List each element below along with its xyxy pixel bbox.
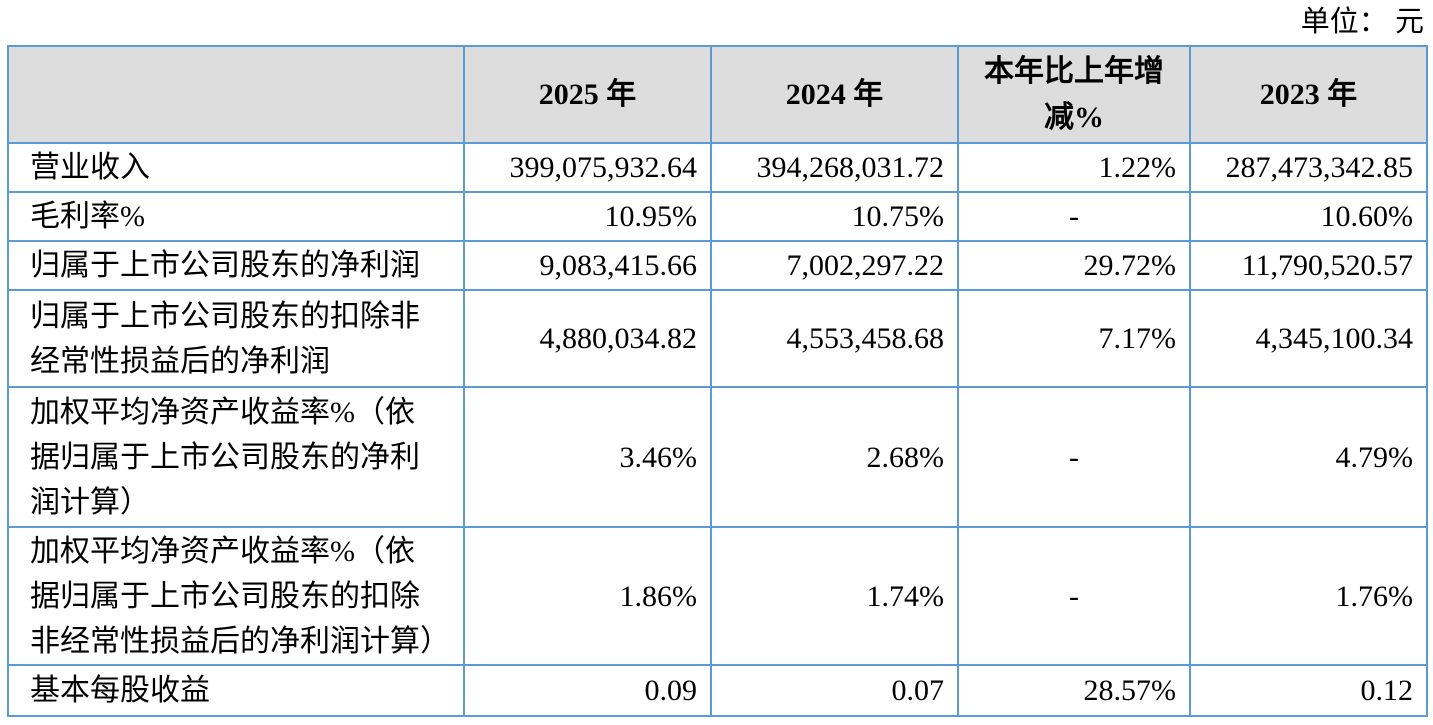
cell-value: 28.57% (957, 664, 1191, 717)
cell-value: 1.76% (1189, 526, 1428, 666)
cell-value: 4,880,034.82 (463, 289, 712, 388)
table-header-row: 2025 年 2024 年 本年比上年增减% 2023 年 (7, 45, 1428, 144)
cell-value: 0.07 (710, 664, 959, 717)
row-label: 归属于上市公司股东的扣除非经常性损益后的净利润 (7, 289, 465, 388)
financial-summary-table: 2025 年 2024 年 本年比上年增减% 2023 年 营业收入 399,07… (7, 45, 1428, 717)
table-row: 归属于上市公司股东的净利润 9,083,415.66 7,002,297.22 29.… (7, 240, 1428, 291)
cell-value: 394,268,031.72 (710, 142, 959, 193)
table-row: 基本每股收益 0.09 0.07 28.57% 0.12 (7, 664, 1428, 717)
cell-value: 7.17% (957, 289, 1191, 388)
column-header-indicator (7, 45, 465, 144)
cell-value: 7,002,297.22 (710, 240, 959, 291)
cell-value: 4,345,100.34 (1189, 289, 1428, 388)
cell-value: 399,075,932.64 (463, 142, 712, 193)
column-header-2024: 2024 年 (710, 45, 959, 144)
cell-value: - (957, 386, 1191, 528)
cell-value: 1.22% (957, 142, 1191, 193)
cell-value: 0.09 (463, 664, 712, 717)
table-row: 归属于上市公司股东的扣除非经常性损益后的净利润 4,880,034.82 4,553… (7, 289, 1428, 388)
column-header-2025: 2025 年 (463, 45, 712, 144)
unit-label: 单位： 元 (1300, 6, 1424, 38)
cell-value: - (957, 191, 1191, 242)
table-row: 营业收入 399,075,932.64 394,268,031.72 1.22% 287… (7, 142, 1428, 193)
cell-value: 11,790,520.57 (1189, 240, 1428, 291)
row-label: 加权平均净资产收益率%（依据归属于上市公司股东的净利润计算） (7, 386, 465, 528)
cell-value: 2.68% (710, 386, 959, 528)
row-label: 基本每股收益 (7, 664, 465, 717)
table-header: 2025 年 2024 年 本年比上年增减% 2023 年 (7, 45, 1428, 144)
table-row: 毛利率% 10.95% 10.75% -10.60% (7, 191, 1428, 242)
table-body: 营业收入 399,075,932.64 394,268,031.72 1.22% 287… (7, 142, 1428, 717)
cell-value: 29.72% (957, 240, 1191, 291)
column-header-yoy-change: 本年比上年增减% (957, 45, 1191, 144)
cell-value: 9,083,415.66 (463, 240, 712, 291)
table-row: 加权平均净资产收益率%（依据归属于上市公司股东的净利润计算） 3.46% 2.68%… (7, 386, 1428, 528)
cell-value: 287,473,342.85 (1189, 142, 1428, 193)
cell-value: 1.74% (710, 526, 959, 666)
cell-value: 3.46% (463, 386, 712, 528)
cell-value: 4.79% (1189, 386, 1428, 528)
cell-value: 10.75% (710, 191, 959, 242)
row-label: 营业收入 (7, 142, 465, 193)
row-label: 归属于上市公司股东的净利润 (7, 240, 465, 291)
cell-value: - (957, 526, 1191, 666)
cell-value: 10.95% (463, 191, 712, 242)
cell-value: 10.60% (1189, 191, 1428, 242)
cell-value: 1.86% (463, 526, 712, 666)
table-row: 加权平均净资产收益率%（依据归属于上市公司股东的扣除非经常性损益后的净利润计算）… (7, 526, 1428, 666)
cell-value: 0.12 (1189, 664, 1428, 717)
column-header-2023: 2023 年 (1189, 45, 1428, 144)
cell-value: 4,553,458.68 (710, 289, 959, 388)
row-label: 加权平均净资产收益率%（依据归属于上市公司股东的扣除非经常性损益后的净利润计算） (7, 526, 465, 666)
row-label: 毛利率% (7, 191, 465, 242)
